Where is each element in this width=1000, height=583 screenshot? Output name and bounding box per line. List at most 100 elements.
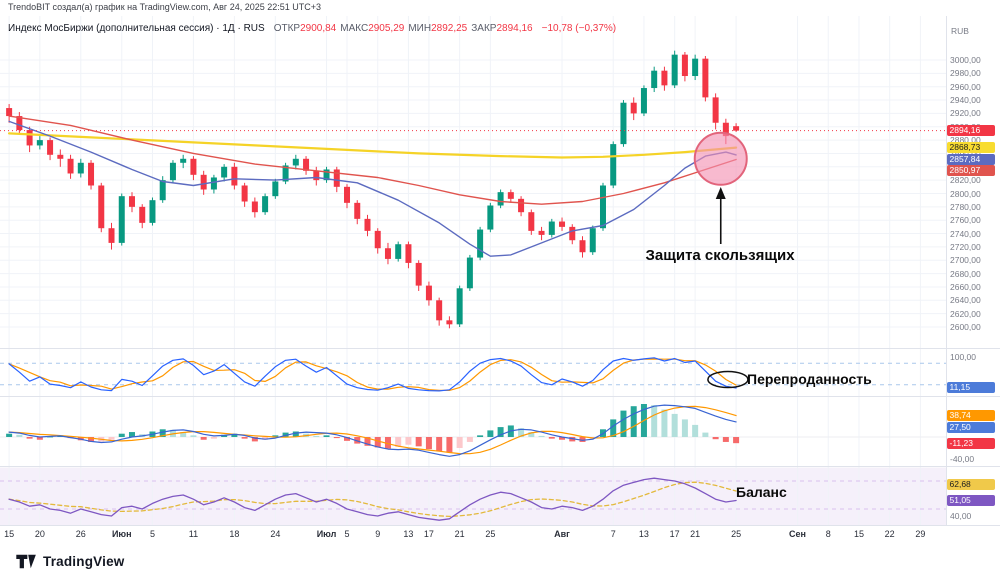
candle (180, 158, 187, 163)
price-tick-label: 2660,00 (950, 281, 981, 292)
candle (374, 230, 381, 249)
time-tick-label: 15 (4, 529, 15, 539)
ohlc-field-value: 2892,25 (431, 23, 468, 34)
price-tick-label: 2880,00 (950, 135, 981, 146)
price-tick-label: 3000,00 (950, 55, 981, 65)
candle (640, 88, 647, 114)
time-tick-label: 21 (690, 529, 701, 539)
ohlc-field-value: 2905,29 (368, 23, 405, 34)
oversold-ellipse (707, 370, 749, 389)
time-tick-label: 5 (149, 529, 155, 539)
candle (210, 177, 217, 190)
annotation-ma-defense: Защита скользящих (645, 247, 795, 264)
candle (221, 166, 228, 178)
candle (384, 248, 391, 259)
axis-value-badge: 38,74 (946, 410, 995, 422)
stoch-tick-label: 100,00 (950, 352, 976, 362)
candle (200, 174, 207, 190)
ohlc-field-label: ЗАКР (471, 23, 497, 34)
candle (251, 201, 258, 213)
ohlc-field-label: МИН (408, 23, 432, 34)
time-tick-label: Сен (789, 529, 807, 539)
symbol-title[interactable]: Индекс МосБиржи (дополнительная сессия) … (8, 23, 265, 34)
drawing-annotations (693, 131, 749, 389)
axis-value-badge: -11,23 (946, 437, 995, 449)
candle (323, 169, 330, 181)
candle (108, 228, 115, 243)
candle (702, 58, 709, 98)
price-tick-label: 2860,00 (950, 148, 981, 158)
tradingview-logo-icon (16, 554, 36, 569)
annotation-oversold: Перепроданность (747, 371, 872, 387)
price-change: −10,78 (−0,37%) (541, 23, 617, 34)
time-tick-label: 25 (731, 529, 742, 539)
time-tick-label: 15 (853, 529, 864, 539)
candle (149, 200, 156, 223)
price-tick-label: 2800,00 (950, 188, 981, 199)
time-tick-label: Июл (316, 529, 337, 539)
candle (47, 140, 54, 155)
candle (497, 192, 504, 206)
candle (610, 144, 617, 186)
candle (466, 257, 473, 289)
candle (169, 162, 176, 181)
time-tick-label: 17 (669, 529, 680, 539)
candle (36, 140, 43, 146)
candle (190, 158, 197, 175)
stochastic-series (8, 357, 737, 392)
time-tick-label: 25 (485, 529, 496, 539)
time-tick-label: 13 (403, 529, 414, 539)
candle (16, 116, 23, 131)
candle (57, 154, 64, 159)
axis-value-badge: 27,50 (946, 421, 995, 433)
candle (518, 198, 525, 213)
candle (313, 170, 320, 181)
balance-tick-label: 40,00 (950, 511, 972, 521)
ohlc-values: ОТКР2900,84 МАКС2905,29 МИН2892,25 ЗАКР2894… (270, 23, 533, 34)
macd-tick-label: -40,00 (950, 454, 975, 464)
price-tick-label: 2680,00 (950, 268, 981, 279)
candle (303, 158, 310, 171)
axis-value-badge: 2894,16 (946, 125, 995, 137)
time-tick-label: 5 (344, 529, 350, 539)
grid-lines (0, 16, 946, 525)
candle (599, 185, 606, 229)
candle (272, 181, 279, 197)
candle (395, 244, 402, 259)
highlight-circle (693, 131, 748, 186)
candle (569, 226, 576, 241)
pane-separators (0, 16, 1000, 526)
candle (262, 196, 269, 213)
symbol-legend[interactable]: Индекс МосБиржи (дополнительная сессия) … (8, 23, 616, 34)
axis-value-badge: 11,15 (946, 382, 995, 394)
candle (67, 158, 74, 174)
candle (671, 54, 678, 86)
price-tick-label: 2940,00 (950, 95, 981, 106)
candle (528, 212, 535, 231)
candle (77, 162, 84, 174)
tradingview-logo[interactable]: TradingView (16, 553, 124, 570)
time-tick-label: 20 (34, 529, 45, 539)
candle (6, 108, 13, 117)
candle (282, 165, 289, 182)
candle (620, 102, 627, 145)
ohlc-field-label: МАКС (340, 23, 369, 34)
candle (333, 169, 340, 187)
candle (722, 122, 729, 137)
time-tick-label: Авг (554, 529, 570, 539)
candle (88, 162, 95, 186)
price-tick-label: 2760,00 (950, 215, 981, 226)
balance-series (8, 477, 737, 521)
ohlc-field-label: ОТКР (273, 23, 301, 34)
price-tick-label: 2820,00 (950, 175, 981, 186)
annotation-balance: Баланс (736, 484, 787, 500)
time-tick-label: 21 (454, 529, 465, 539)
price-tick-label: 2780,00 (950, 201, 981, 212)
time-tick-label: 9 (375, 529, 381, 539)
time-tick-label: Июн (111, 529, 132, 539)
time-tick-label: 11 (188, 529, 199, 539)
currency-label: RUB (951, 26, 969, 36)
axis-value-badge: 2857,84 (946, 153, 995, 165)
